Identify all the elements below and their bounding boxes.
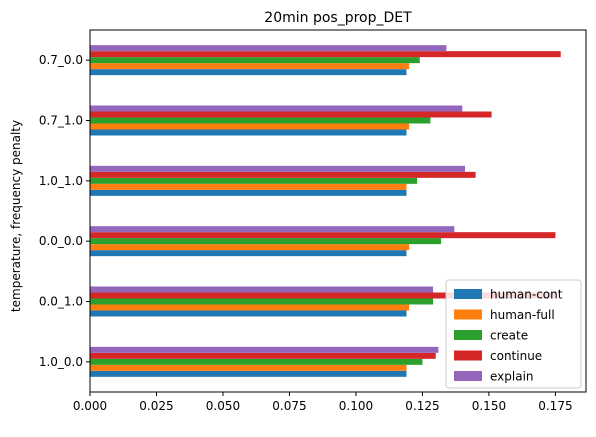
bar-create-0.0_0.0	[90, 238, 442, 245]
x-tick-label: 0.150	[472, 399, 506, 413]
y-ticks: 0.7_0.0 0.7_1.0 1.0_1.0 0.0_0.0 0.0_1.0 1.0_0…	[39, 53, 90, 369]
legend-box	[445, 279, 582, 389]
bar-continue-0.0_1.0	[90, 292, 556, 299]
bar-human-cont-1.0_0.0	[90, 370, 407, 377]
x-tick-label: 0.025	[139, 399, 173, 413]
bar-human-cont-0.7_1.0	[90, 129, 407, 136]
bar-continue-1.0_0.0	[90, 352, 436, 359]
chart-title: 20min pos_prop_DET	[264, 10, 412, 26]
bar-human-full-1.0_1.0	[90, 183, 407, 190]
bar-create-0.0_1.0	[90, 298, 434, 305]
bar-explain-0.0_0.0	[90, 226, 455, 233]
legend-label-explain: explain	[490, 370, 534, 384]
bar-create-1.0_0.0	[90, 358, 423, 365]
bar-continue-1.0_1.0	[90, 171, 476, 178]
legend-swatch-create	[454, 330, 482, 340]
bar-human-full-0.0_1.0	[90, 304, 410, 311]
bar-explain-0.7_1.0	[90, 105, 463, 112]
bar-human-full-0.7_1.0	[90, 123, 410, 130]
x-tick-label: 0.000	[73, 399, 107, 413]
bar-continue-0.7_1.0	[90, 111, 492, 118]
plot-frame	[89, 29, 587, 393]
x-tick-label: 0.100	[339, 399, 373, 413]
legend: human-cont human-full create continue explai…	[445, 279, 582, 389]
bar-human-full-1.0_0.0	[90, 364, 407, 371]
x-tick-label: 0.125	[405, 399, 439, 413]
x-ticks: 0.000 0.025 0.050 0.075 0.100 0.125 0.150 0.175	[73, 392, 573, 413]
y-tick-label: 1.0_0.0	[39, 355, 83, 369]
bar-continue-0.7_0.0	[90, 51, 561, 58]
legend-label-continue: continue	[490, 349, 542, 363]
legend-label-human-cont: human-cont	[490, 288, 563, 302]
y-tick-label: 0.7_0.0	[39, 53, 83, 67]
y-tick-label: 0.7_1.0	[39, 114, 83, 128]
bar-human-full-0.0_0.0	[90, 244, 410, 251]
y-tick-label: 0.0_0.0	[39, 234, 83, 248]
legend-swatch-human-full	[454, 309, 482, 320]
bar-explain-0.7_0.0	[90, 45, 447, 52]
bar-create-1.0_1.0	[90, 177, 418, 184]
y-tick-label: 0.0_1.0	[39, 295, 83, 309]
bar-human-cont-0.0_1.0	[90, 310, 407, 317]
bar-create-0.7_0.0	[90, 57, 420, 64]
legend-swatch-human-cont	[454, 289, 482, 299]
x-tick-label: 0.050	[206, 399, 240, 413]
bar-human-cont-0.7_0.0	[90, 69, 407, 76]
legend-swatch-continue	[454, 350, 482, 361]
bar-create-0.7_1.0	[90, 117, 431, 124]
bar-human-cont-1.0_1.0	[90, 189, 407, 196]
bar-continue-0.0_0.0	[90, 232, 556, 239]
bar-human-cont-0.0_0.0	[90, 250, 407, 257]
x-tick-label: 0.075	[272, 399, 306, 413]
bar-explain-0.0_1.0	[90, 286, 434, 293]
y-axis-label: temperature, frequency penalty	[9, 120, 23, 312]
legend-label-human-full: human-full	[490, 308, 555, 322]
bar-explain-1.0_0.0	[90, 346, 439, 353]
legend-swatch-explain	[454, 371, 482, 381]
bar-explain-1.0_1.0	[90, 165, 465, 172]
bars-group	[90, 45, 561, 377]
y-tick-label: 1.0_1.0	[39, 174, 83, 188]
x-tick-label: 0.175	[538, 399, 572, 413]
bar-human-full-0.7_0.0	[90, 63, 410, 70]
legend-label-create: create	[490, 329, 528, 343]
